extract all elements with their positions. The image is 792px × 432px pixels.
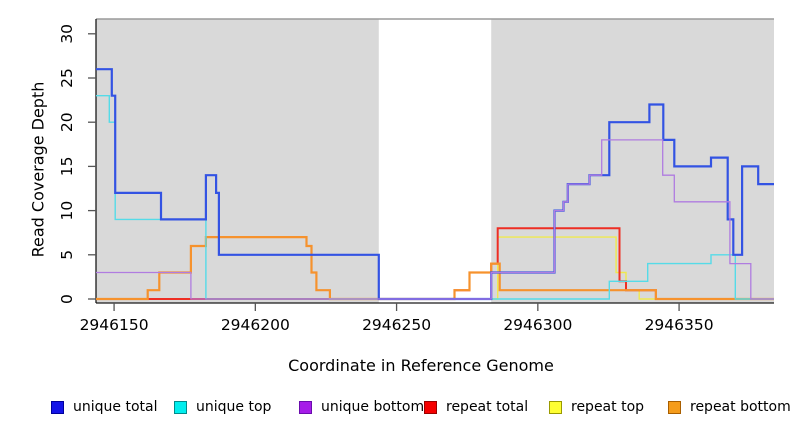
x-tick-label: 2946200 — [221, 316, 290, 334]
x-axis-title: Coordinate in Reference Genome — [288, 356, 554, 375]
legend-label: repeat total — [446, 399, 529, 415]
legend-swatch-icon — [174, 400, 187, 414]
legend-swatch-icon — [549, 400, 562, 414]
series-repeat-top-line — [96, 236, 774, 300]
legend-label: repeat top — [571, 399, 645, 415]
legend-item-repeat-top: repeat top — [549, 399, 644, 415]
x-tick-label: 2946350 — [645, 316, 714, 334]
legend-swatch-icon — [668, 400, 681, 414]
legend-swatch-icon — [424, 400, 437, 414]
y-tick-label: 0 — [58, 294, 76, 304]
series-unique-bottom-line — [96, 139, 774, 300]
legend-item-unique-total: unique total — [51, 399, 157, 415]
legend-swatch-icon — [299, 400, 312, 414]
y-tick-label: 5 — [58, 250, 76, 260]
legend-swatch-icon — [51, 400, 64, 414]
shaded-region — [96, 19, 379, 303]
y-tick-label: 30 — [58, 24, 76, 44]
x-tick-label: 2946150 — [80, 316, 149, 334]
legend: unique total unique top unique bottom repea… — [0, 399, 792, 419]
y-axis-title: Read Coverage Depth — [28, 81, 48, 258]
coverage-plot: 2946150 2946200 2946250 2946300 2946350 0 5 10 1… — [58, 18, 774, 334]
legend-item-repeat-total: repeat total — [424, 399, 528, 415]
x-tick-label: 2946250 — [362, 316, 431, 334]
y-tick-label: 10 — [58, 201, 76, 221]
y-tick-label: 25 — [58, 68, 76, 88]
legend-label: unique top — [196, 399, 272, 415]
x-tick-label: 2946300 — [503, 316, 572, 334]
shaded-region — [491, 19, 774, 303]
y-tick-label: 20 — [58, 112, 76, 132]
series-unique-top-line — [96, 95, 774, 300]
legend-item-repeat-bottom: repeat bottom — [668, 399, 791, 415]
legend-item-unique-top: unique top — [174, 399, 271, 415]
legend-label: unique total — [73, 399, 158, 415]
legend-label: unique bottom — [321, 399, 425, 415]
legend-item-unique-bottom: unique bottom — [299, 399, 424, 415]
y-tick-label: 15 — [58, 157, 76, 177]
legend-label: repeat bottom — [690, 399, 791, 415]
